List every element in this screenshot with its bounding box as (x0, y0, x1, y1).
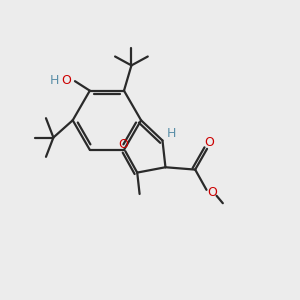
Text: O: O (118, 138, 128, 151)
Text: O: O (61, 74, 71, 87)
Text: H: H (167, 128, 176, 140)
Text: H: H (50, 74, 59, 87)
Text: O: O (207, 186, 217, 199)
Text: O: O (205, 136, 214, 149)
